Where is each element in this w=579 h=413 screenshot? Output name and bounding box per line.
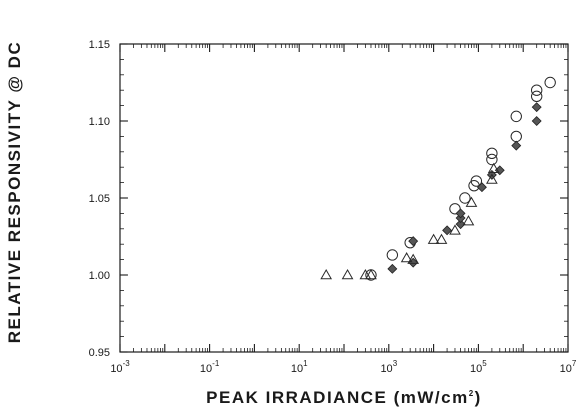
x-tick-label-base: 10 — [380, 363, 392, 375]
y-tick-label: 0.95 — [89, 347, 110, 359]
data-point-diamond — [531, 102, 542, 113]
x-axis-title-close: ) — [475, 388, 482, 407]
x-tick-label-base: 10 — [560, 363, 572, 375]
x-tick-label: 107 — [560, 359, 577, 375]
y-axis-title: RELATIVE RESPONSIVITY @ DC — [5, 41, 24, 343]
data-point-triangle — [486, 173, 498, 184]
data-point-circle — [386, 249, 399, 261]
y-tick-label: 1.00 — [89, 270, 110, 282]
x-tick-label-exponent: 1 — [303, 359, 308, 368]
axis-ticks — [119, 43, 569, 353]
x-axis-title-sup: 2 — [469, 389, 475, 398]
data-point-diamond — [494, 165, 505, 176]
x-tick-label: 10-1 — [200, 359, 220, 375]
data-point-circle — [530, 90, 543, 103]
x-tick-label: 10-3 — [110, 359, 130, 375]
y-tick-labels: 0.95 1.00 1.05 1.10 1.15 — [89, 39, 110, 359]
data-point-triangle — [435, 233, 448, 244]
data-point-circle — [459, 192, 471, 204]
data-point-diamond — [442, 225, 453, 236]
data-point-circle — [449, 203, 461, 215]
y-tick-label: 1.05 — [89, 193, 110, 205]
data-point-diamond — [476, 182, 487, 193]
minor-ticks — [120, 44, 568, 352]
x-tick-label-base: 10 — [291, 363, 303, 375]
x-tick-label-base: 10 — [200, 363, 212, 375]
data-point-triangle — [365, 268, 377, 280]
data-point-diamond — [455, 219, 466, 230]
x-tick-label-base: 10 — [110, 363, 122, 375]
data-point-diamond — [531, 116, 542, 126]
data-point-circle — [544, 76, 556, 89]
data-point-circle — [530, 84, 543, 96]
x-tick-labels: 10-3 10-1 101 103 105 107 — [110, 359, 577, 375]
data-point-triangle — [341, 268, 354, 280]
x-tick-label-exponent: 5 — [482, 359, 487, 368]
x-tick-label-exponent: 3 — [393, 359, 398, 368]
data-point-diamond — [408, 236, 419, 247]
data-point-circle — [470, 175, 483, 187]
x-tick-label-base: 10 — [470, 363, 482, 375]
data-point-diamond — [455, 208, 466, 219]
x-tick-label-exponent: 7 — [572, 359, 577, 368]
data-point-triangle — [449, 224, 461, 235]
x-axis-title: PEAK IRRADIANCE (mW/cm2) — [206, 388, 482, 407]
data-point-diamond — [511, 140, 522, 151]
data-point-triangle — [400, 252, 413, 263]
data-point-triangle — [427, 233, 440, 244]
data-point-circle — [510, 130, 522, 143]
y-tick-label: 1.15 — [89, 39, 110, 51]
data-point-triangle — [320, 268, 333, 280]
data-point-circle — [486, 153, 498, 166]
x-tick-label-exponent: -1 — [212, 359, 220, 368]
x-tick-label-exponent: -3 — [123, 359, 131, 368]
x-tick-label: 101 — [291, 359, 308, 375]
data-point-triangle — [465, 196, 478, 207]
plot-frame — [119, 43, 569, 353]
data-point-circle — [486, 147, 498, 160]
data-point-triangle — [487, 162, 500, 173]
data-point-triangle — [462, 215, 475, 226]
data-point-triangle — [407, 253, 420, 264]
x-tick-label: 105 — [470, 359, 487, 375]
data-point-diamond — [387, 263, 398, 274]
data-point-triangle — [359, 268, 372, 280]
data-point-circle — [510, 110, 522, 123]
x-tick-label: 103 — [380, 359, 397, 375]
y-tick-label: 1.10 — [89, 116, 110, 128]
data-points — [320, 76, 556, 281]
data-point-diamond — [408, 257, 419, 268]
